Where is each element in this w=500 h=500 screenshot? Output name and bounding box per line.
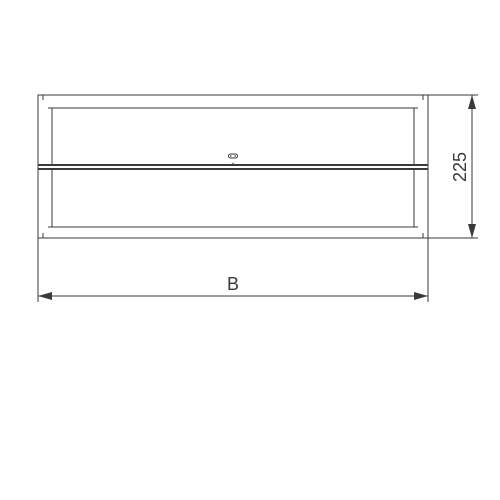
dimension-width-label: B	[227, 274, 239, 294]
center-mark: ×	[231, 162, 235, 168]
dimension-height-label: 225	[450, 152, 470, 182]
